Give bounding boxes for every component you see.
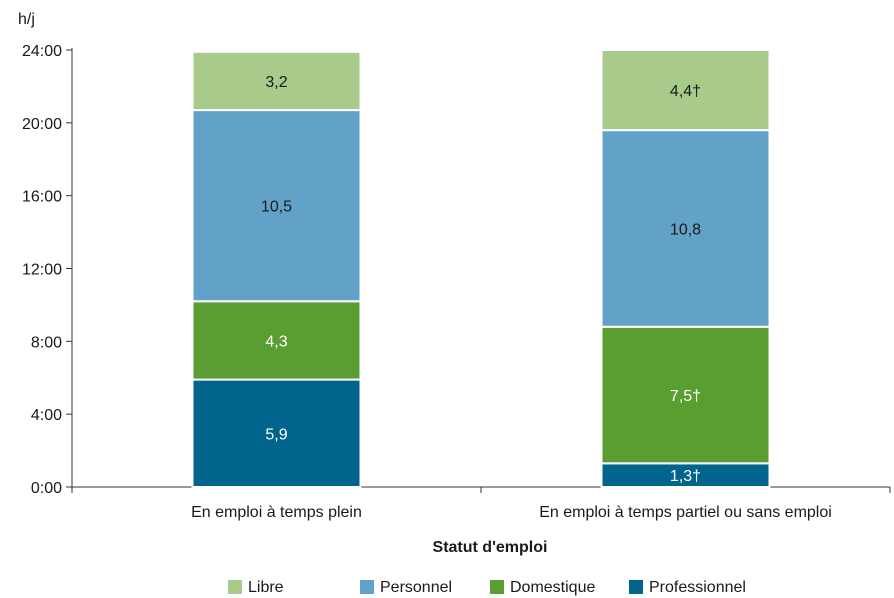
legend: Libre Personnel Domestique Professionnel: [228, 579, 746, 596]
y-tick-label: 4:00: [31, 407, 62, 424]
y-tick-label: 0:00: [31, 480, 62, 497]
data-label: 7,5†: [670, 388, 701, 405]
x-axis: En emploi à temps plein En emploi à temps…: [71, 486, 891, 521]
x-category-label: En emploi à temps plein: [191, 504, 362, 521]
data-label: 4,3: [265, 333, 287, 350]
bar-segment-libre: [600, 49, 771, 132]
x-category-label: En emploi à temps partiel ou sans emploi: [539, 504, 832, 521]
legend-swatch-libre: [228, 580, 242, 594]
legend-swatch-personnel: [360, 580, 374, 594]
y-tick-label: 24:00: [22, 43, 62, 60]
bar-segment-domestique: [600, 325, 771, 465]
legend-label: Professionnel: [649, 579, 746, 596]
legend-label: Domestique: [510, 579, 595, 596]
legend-label: Libre: [248, 579, 284, 596]
bars: 5,9 4,3 10,5 3,2 1,3† 7,5† 10,8 4,4†: [191, 49, 771, 488]
y-tick-label: 20:00: [22, 116, 62, 133]
bar-segment-libre: [191, 50, 362, 112]
x-axis-title: Statut d'emploi: [433, 539, 548, 556]
y-axis-unit-label: h/j: [18, 11, 35, 28]
data-label: 5,9: [265, 426, 287, 443]
legend-swatch-professionnel: [629, 580, 643, 594]
y-axis: 0:00 4:00 8:00 12:00 16:00 20:00 24:00: [22, 43, 73, 497]
y-tick-label: 16:00: [22, 189, 62, 206]
data-label: 1,3†: [670, 468, 701, 485]
data-label: 10,5: [261, 199, 292, 216]
bar-segment-professionnel: [191, 378, 362, 488]
y-tick-label: 8:00: [31, 334, 62, 351]
data-label: 3,2: [265, 74, 287, 91]
bar-segment-personnel: [600, 129, 771, 328]
data-label: 4,4†: [670, 83, 701, 100]
y-tick-label: 12:00: [22, 262, 62, 279]
data-label: 10,8: [670, 221, 701, 238]
legend-swatch-domestique: [490, 580, 504, 594]
legend-label: Personnel: [380, 579, 452, 596]
